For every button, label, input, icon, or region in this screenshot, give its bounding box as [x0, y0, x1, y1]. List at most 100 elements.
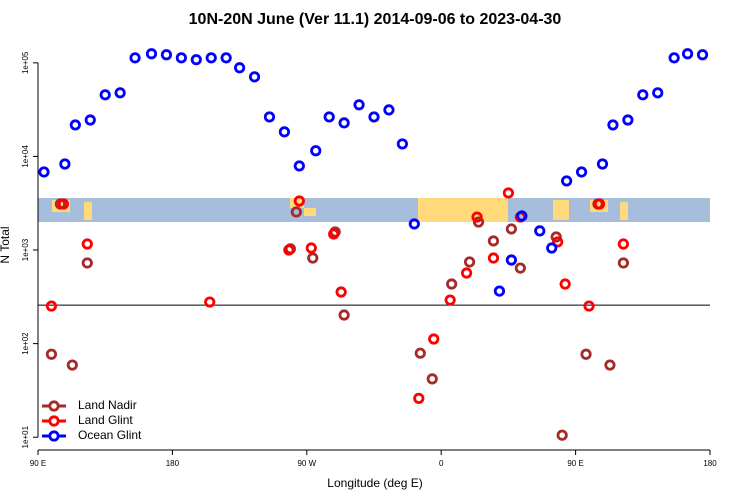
point: [175, 52, 187, 64]
y-axis-label: N Total: [0, 226, 12, 263]
point: [604, 359, 616, 371]
point: [681, 48, 694, 60]
point: [516, 210, 528, 222]
point: [338, 117, 350, 129]
point: [505, 254, 517, 266]
x-tick-label: 0: [439, 459, 444, 468]
x-tick-label: 90 W: [297, 459, 316, 468]
x-axis-label: Longitude (deg E): [327, 476, 422, 490]
point: [428, 333, 440, 345]
legend-label: Land Nadir: [78, 398, 137, 412]
point: [383, 104, 395, 116]
point: [472, 216, 485, 228]
point: [57, 198, 69, 210]
point: [534, 225, 546, 237]
y-tick-label: 1e+03: [21, 238, 30, 261]
point: [668, 52, 680, 64]
point: [546, 242, 558, 254]
point: [471, 211, 483, 223]
point: [487, 235, 500, 247]
legend-marker: [48, 400, 60, 412]
point: [463, 256, 476, 268]
point: [575, 166, 588, 178]
point: [293, 195, 305, 207]
point: [607, 119, 619, 131]
point: [583, 300, 595, 312]
point: [278, 126, 290, 138]
point: [305, 242, 317, 254]
legend-marker: [48, 415, 60, 427]
point: [637, 89, 649, 101]
point: [205, 52, 217, 64]
point: [129, 52, 141, 64]
point: [248, 71, 261, 83]
y-tick-label: 1e+01: [21, 425, 30, 448]
point: [413, 392, 425, 404]
point: [580, 348, 592, 360]
point: [593, 198, 606, 210]
point: [234, 62, 246, 74]
point: [263, 111, 276, 123]
point: [426, 373, 438, 385]
point: [307, 252, 319, 264]
point: [328, 228, 340, 240]
point: [310, 145, 322, 157]
x-tick-label: 90 E: [30, 459, 46, 468]
point: [99, 89, 111, 101]
point: [81, 257, 93, 269]
point: [505, 223, 517, 235]
point: [338, 309, 350, 321]
y-tick-label: 1e+05: [21, 51, 30, 74]
point: [446, 278, 458, 290]
point: [514, 262, 526, 274]
point: [84, 114, 96, 126]
point: [559, 278, 571, 290]
point: [59, 158, 71, 170]
point: [66, 359, 78, 371]
chart-title: 10N-20N June (Ver 11.1) 2014-09-06 to 20…: [189, 11, 562, 28]
legend-label: Land Glint: [78, 413, 133, 427]
point: [561, 175, 573, 187]
point: [293, 160, 305, 172]
point: [617, 238, 629, 250]
point: [38, 166, 50, 178]
y-tick-label: 1e+04: [21, 145, 30, 168]
point: [493, 285, 506, 297]
point: [596, 158, 609, 170]
point: [617, 257, 629, 269]
point: [45, 300, 58, 312]
point: [502, 187, 514, 199]
point: [556, 429, 568, 441]
point: [290, 206, 302, 218]
point: [552, 236, 564, 248]
point: [335, 286, 347, 298]
point: [487, 252, 500, 264]
point: [353, 99, 365, 111]
point: [204, 296, 216, 308]
point: [114, 87, 126, 99]
point: [190, 54, 202, 66]
point: [283, 244, 295, 256]
legend-label: Ocean Glint: [78, 428, 142, 442]
point: [414, 347, 426, 359]
y-tick-label: 1e+02: [21, 332, 30, 355]
point: [444, 294, 456, 306]
point: [69, 119, 81, 131]
point: [408, 218, 420, 230]
x-tick-label: 180: [166, 459, 180, 468]
point: [323, 111, 335, 123]
map-strip: [38, 198, 710, 222]
point: [368, 111, 380, 123]
point: [460, 267, 473, 279]
point: [550, 231, 562, 243]
point: [220, 52, 232, 64]
point: [160, 49, 173, 61]
point: [145, 48, 158, 60]
x-tick-label: 180: [703, 459, 717, 468]
legend-marker: [48, 430, 60, 442]
x-tick-label: 90 E: [567, 459, 583, 468]
point: [45, 348, 58, 360]
point: [652, 87, 664, 99]
point: [622, 114, 634, 126]
